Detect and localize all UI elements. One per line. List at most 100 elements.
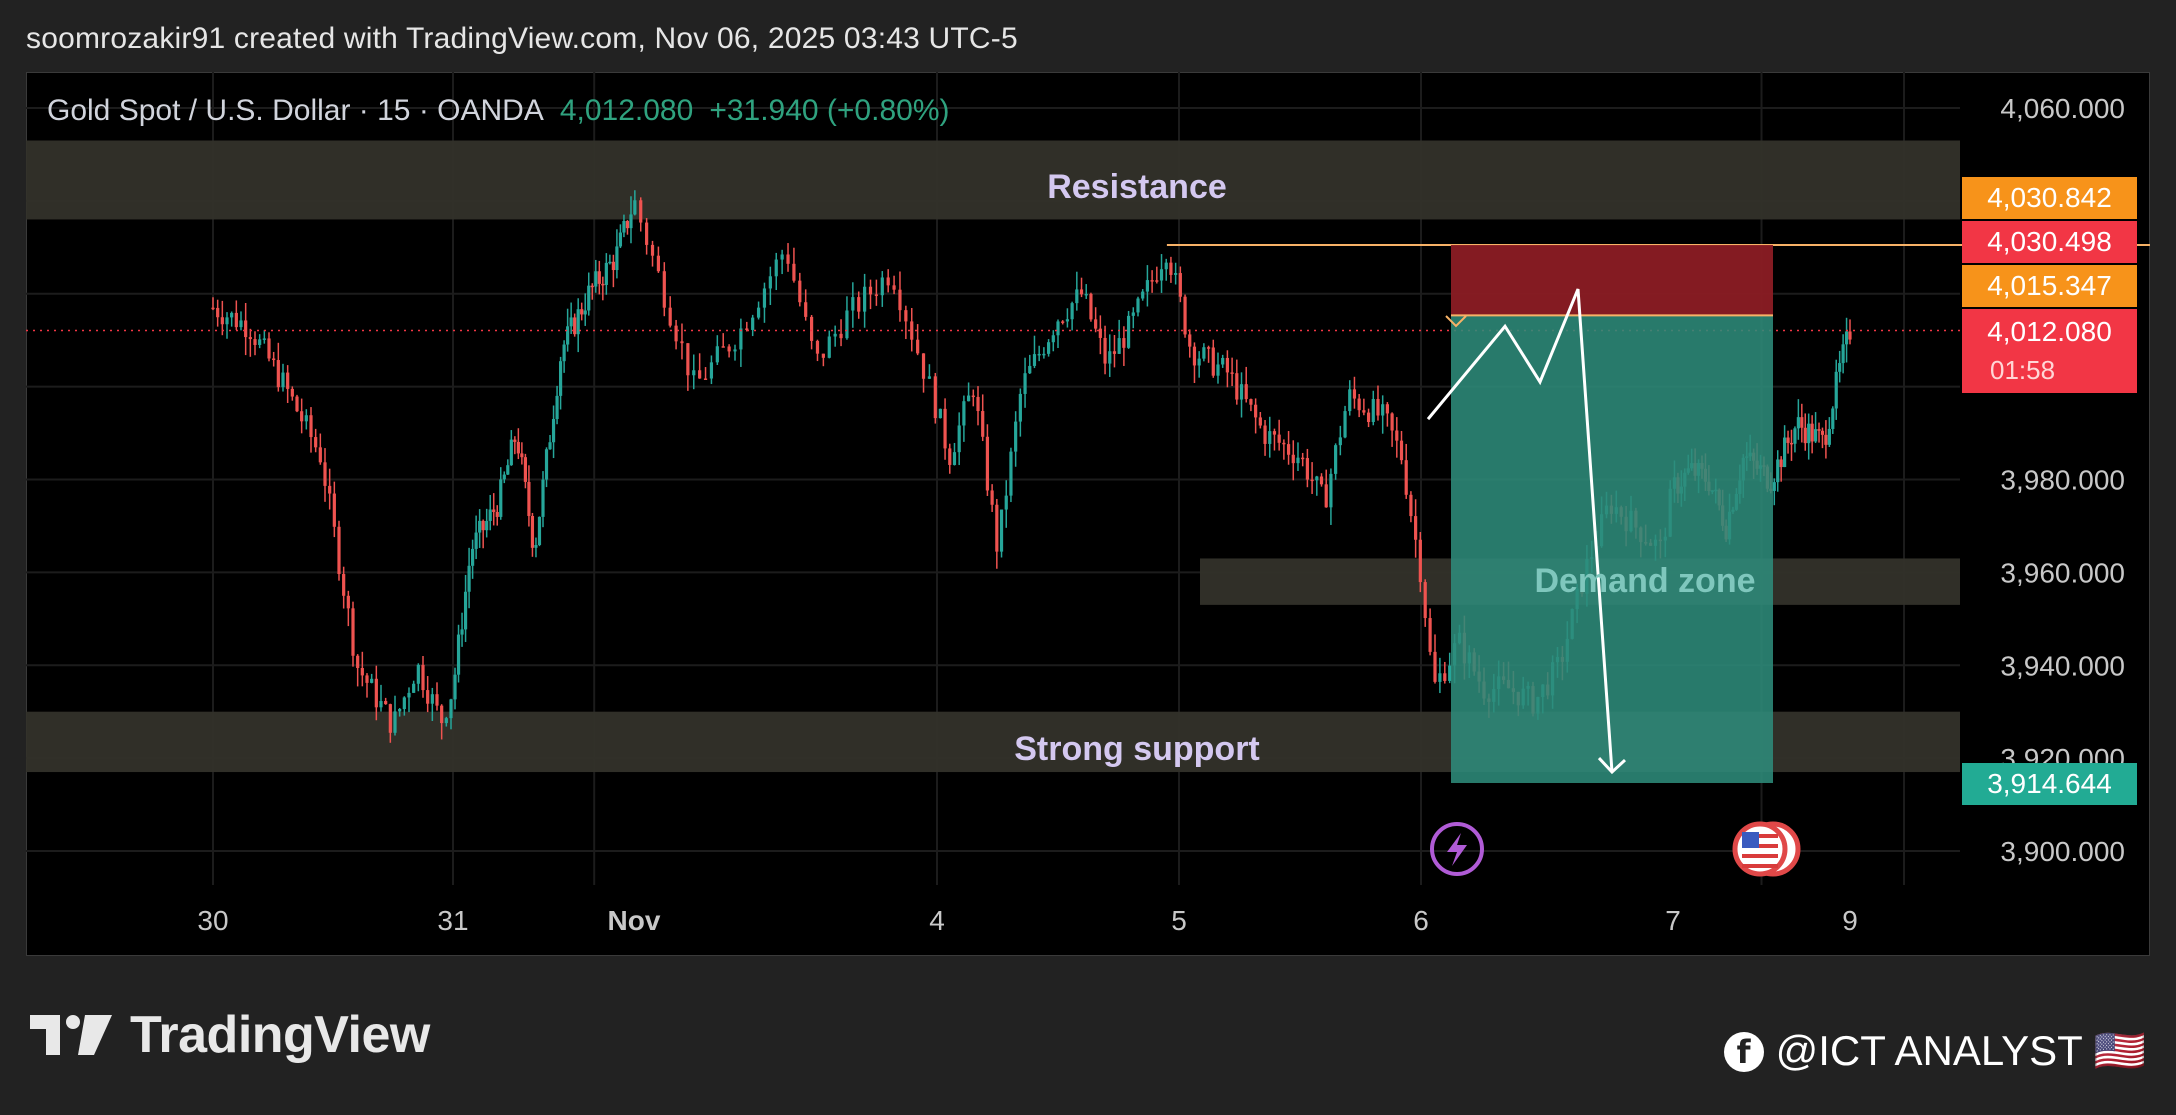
candle-body xyxy=(225,317,229,325)
candle-body xyxy=(548,442,552,450)
candle-body xyxy=(590,285,594,288)
candle-body xyxy=(1334,445,1338,474)
candle-body xyxy=(412,683,416,693)
candle-body xyxy=(430,694,434,704)
candle-body xyxy=(1844,331,1849,345)
candle-body xyxy=(544,449,549,480)
candle-body xyxy=(1319,476,1324,485)
candle-body xyxy=(314,437,318,448)
candle-body xyxy=(1112,351,1117,354)
candle-body xyxy=(1239,384,1244,400)
candle-body xyxy=(562,344,566,362)
candle-body xyxy=(845,310,849,339)
candle-body xyxy=(1817,429,1821,431)
candle-body xyxy=(1183,296,1187,335)
us-flag-icon[interactable] xyxy=(1732,821,1801,877)
candle-body xyxy=(474,532,478,549)
candle-body xyxy=(1103,337,1107,364)
candle-body xyxy=(300,411,304,422)
candle-body xyxy=(698,370,702,379)
candle-body xyxy=(1282,442,1286,445)
candle-body xyxy=(234,312,238,328)
projection-path[interactable] xyxy=(1426,288,1614,773)
candle-body xyxy=(290,388,294,397)
candle-body xyxy=(566,326,570,345)
candle-body xyxy=(927,376,932,379)
candle-body xyxy=(751,317,755,330)
symbol-info: Gold Spot / U.S. Dollar · 15 · OANDA 4,0… xyxy=(47,94,950,128)
take-profit-box[interactable] xyxy=(1451,315,1773,783)
candle-body xyxy=(272,358,276,361)
facebook-icon: f xyxy=(1723,1031,1764,1072)
candle-body xyxy=(1079,289,1084,295)
resistance-zone[interactable] xyxy=(26,140,1960,220)
candle-body xyxy=(304,415,308,422)
candle-body xyxy=(622,221,626,233)
candle-body xyxy=(286,372,290,389)
candle-body xyxy=(786,254,790,264)
candle-body xyxy=(1192,346,1197,366)
candle-body xyxy=(971,395,975,398)
candle-body xyxy=(645,222,649,245)
candle-body xyxy=(281,372,285,388)
candle-body xyxy=(365,675,369,683)
candle-body xyxy=(948,448,952,465)
candle-body xyxy=(295,396,299,412)
candle-body xyxy=(851,297,855,311)
candle-body xyxy=(463,591,468,630)
candle-body xyxy=(1338,437,1342,446)
lightning-icon[interactable] xyxy=(1430,822,1484,876)
candle-body xyxy=(516,441,520,454)
candle-body xyxy=(1820,430,1825,435)
candle-body xyxy=(727,346,731,352)
symbol-name[interactable]: Gold Spot / U.S. Dollar · 15 · OANDA xyxy=(47,94,544,127)
watermark-text: @ICT ANALYST 🇺🇸 xyxy=(1775,1027,2146,1074)
candle-body xyxy=(520,453,524,458)
stop-loss-box[interactable] xyxy=(1451,244,1773,316)
candle-body xyxy=(1796,417,1800,429)
tradingview-brand[interactable]: TradingView xyxy=(30,1005,430,1065)
symbol-price: 4,012.080 xyxy=(559,94,694,127)
candle-body xyxy=(239,320,243,328)
candle-body xyxy=(1418,539,1422,583)
candle-body xyxy=(407,692,411,698)
candle-body xyxy=(1126,315,1131,348)
x-axis: 30 31 Nov 4 5 6 7 9 xyxy=(197,905,1857,936)
candle-body xyxy=(569,317,573,327)
candle-body xyxy=(1268,431,1272,444)
candle-body xyxy=(1075,289,1079,304)
candle-body xyxy=(1772,482,1776,491)
price-tag-4030-498: 4,030.498 xyxy=(1962,221,2137,263)
candle-body xyxy=(1324,484,1328,508)
candle-body xyxy=(1014,421,1018,452)
candle-body xyxy=(921,353,926,379)
candle-body xyxy=(216,307,220,318)
y-tick-label: 4,060.000 xyxy=(2000,93,2125,124)
candle-body xyxy=(1230,372,1234,374)
x-tick-label: 5 xyxy=(1171,905,1187,936)
candle-body xyxy=(1155,280,1159,282)
candle-body xyxy=(1070,303,1074,320)
candle-body xyxy=(1258,417,1262,426)
candle-body xyxy=(976,396,980,412)
candle-body xyxy=(721,346,725,348)
candle-body xyxy=(318,447,322,463)
candle-body xyxy=(1789,442,1794,445)
candle-body xyxy=(1423,582,1427,619)
candle-body xyxy=(639,200,643,223)
candle-body xyxy=(1310,479,1314,482)
y-tick-label: 3,980.000 xyxy=(2000,465,2125,496)
candle-body xyxy=(456,634,461,675)
candle-body xyxy=(656,255,661,272)
candle-body xyxy=(1159,269,1164,281)
candle-body xyxy=(1056,321,1060,336)
candle-body xyxy=(513,439,517,442)
candle-body xyxy=(916,339,920,354)
candle-body xyxy=(1089,293,1093,320)
candle-body xyxy=(478,520,482,533)
candle-body xyxy=(611,261,615,271)
x-tick-label: 30 xyxy=(197,905,228,936)
candle-body xyxy=(460,629,464,635)
bar-countdown: 01:58 xyxy=(1990,355,2056,385)
